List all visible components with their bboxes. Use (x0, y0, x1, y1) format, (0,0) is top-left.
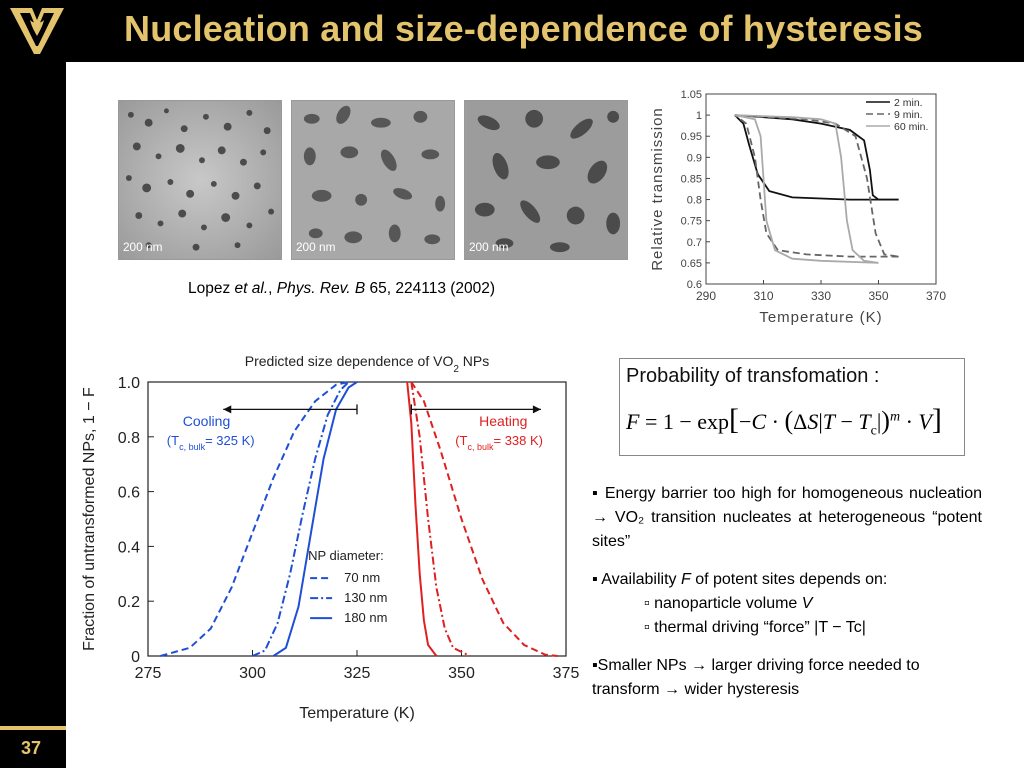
legend-label: 60 min. (894, 121, 928, 133)
series-line-1-heating (734, 114, 899, 201)
y-tick-label: 0.85 (681, 173, 702, 185)
series-line-2-heating (734, 114, 899, 258)
citation: Lopez et al., Phys. Rev. B 65, 224113 (2… (188, 280, 495, 298)
size-dependence-chart: Predicted size dependence of VO2 NPs 0 0.2… (81, 353, 580, 722)
bullet-3: ▪Smaller NPs → larger driving force need… (592, 657, 920, 698)
cooling-arrow-head (223, 405, 232, 414)
x-tick-label: 300 (239, 665, 266, 682)
y-tick-label: 0.8 (118, 430, 140, 447)
bullet-list: ▪ Energy barrier too high for homogeneou… (592, 482, 982, 702)
y-tick-label: 1.0 (118, 375, 140, 392)
citation-etal: et al. (234, 280, 269, 297)
x-tick-label: 290 (696, 289, 716, 303)
bullet-3-text: Smaller NPs → larger driving force neede… (592, 657, 920, 698)
x-tick-label: 310 (753, 289, 773, 303)
bullet-1-text: Energy barrier too high for homogeneous … (592, 485, 982, 550)
x-tick-label: 325 (344, 665, 371, 682)
y-tick-label: 0.75 (681, 216, 702, 228)
series-line-2-cooling (252, 381, 350, 657)
citation-authors: Lopez (188, 280, 235, 297)
legend-label: 2 min. (894, 97, 923, 109)
x-axis-label: Temperature (K) (299, 705, 415, 722)
y-axis-label: Fraction of untransformed NPs, 1 − F (81, 387, 98, 651)
left-sidebar (0, 62, 66, 768)
sidebar-divider (0, 726, 66, 730)
citation-separator: , (268, 280, 277, 297)
y-tick-label: 0.4 (118, 539, 140, 556)
series-line-3-cooling (272, 381, 358, 657)
y-tick-label: 1 (696, 110, 702, 122)
y-tick-label: 0.6 (687, 279, 702, 291)
x-tick-label: 375 (553, 665, 580, 682)
tem-scale-label: 200 nm (123, 240, 163, 254)
series-line-3-heating (734, 114, 879, 264)
formula-box: Probability of transfomation : F = 1 − e… (619, 358, 965, 456)
y-tick-label: 0.65 (681, 258, 702, 270)
tem-scale-label: 200 nm (296, 240, 336, 254)
x-tick-label: 350 (448, 665, 475, 682)
bullet-2b: ▫ thermal driving “force” |T − Tc| (644, 619, 866, 636)
heating-tc-label: (Tc, bulk= 338 K) (455, 433, 543, 452)
y-axis-label: Relative transmission (649, 107, 666, 271)
formula-heading: Probability of transfomation : (626, 365, 880, 387)
series-line-3-heating (406, 381, 438, 657)
cooling-label: Cooling (183, 413, 230, 429)
formula-equation: F = 1 − exp[−C · (ΔS|T − Tc|)m · V] (626, 403, 942, 439)
legend-label: 9 min. (894, 109, 923, 121)
bullet-2-variable: F (680, 571, 691, 588)
y-tick-label: 0.2 (118, 594, 140, 611)
bullet-1: ▪ Energy barrier too high for homogeneou… (592, 485, 982, 550)
slide-number: 37 (20, 738, 42, 758)
series-line-1-heating (410, 381, 558, 657)
x-axis-label: Temperature (K) (759, 309, 882, 326)
tem-image-1: 200 nm (118, 100, 282, 260)
chart-title: Predicted size dependence of VO2 NPs (245, 353, 489, 375)
legend-title: NP diameter: (308, 548, 384, 563)
series-line-1-cooling (160, 381, 349, 657)
bullet-2a-text: nanoparticle volume (654, 595, 802, 612)
heating-label: Heating (479, 413, 527, 429)
tem-scale-label: 200 nm (469, 240, 509, 254)
vanderbilt-logo (10, 8, 64, 54)
cooling-tc-label: (Tc, bulk= 325 K) (167, 433, 255, 452)
y-tick-label: 0.9 (687, 152, 702, 164)
y-tick-label: 0.8 (687, 195, 702, 207)
y-tick-label: 1.05 (681, 89, 702, 101)
y-tick-label: 0.95 (681, 131, 702, 143)
citation-journal: Phys. Rev. B (276, 280, 366, 297)
legend-label: 180 nm (344, 610, 387, 625)
y-tick-label: 0.6 (118, 485, 140, 502)
legend-label: 130 nm (344, 590, 387, 605)
bullet-2-text: Availability (601, 571, 681, 588)
bullet-2: ▪ Availability F of potent sites depends… (592, 571, 888, 588)
y-tick-label: 0 (131, 649, 140, 666)
series-line-3-cooling (734, 114, 879, 264)
y-tick-label: 0.7 (687, 237, 702, 249)
tem-image-2: 200 nm (291, 100, 455, 260)
transmission-hysteresis-chart: 0.6 0.65 0.7 0.75 0.8 0.85 0.9 0.95 1 1.05 290 310 3… (649, 89, 946, 326)
bullet-2b-text: thermal driving “force” |T − Tc| (654, 619, 866, 636)
bullet-2a: ▫ nanoparticle volume V (644, 595, 813, 612)
heating-arrow-head (532, 405, 541, 414)
title-bar: Nucleation and size-dependence of hyster… (0, 0, 1024, 62)
citation-reference: 65, 224113 (2002) (365, 280, 496, 297)
slide-title: Nucleation and size-dependence of hyster… (124, 8, 924, 49)
tem-image-3: 200 nm (464, 100, 628, 260)
series-line-2-heating (410, 381, 471, 657)
x-tick-label: 350 (868, 289, 888, 303)
x-tick-label: 370 (926, 289, 946, 303)
x-tick-label: 275 (135, 665, 162, 682)
legend-label: 70 nm (344, 570, 380, 585)
tem-image-strip: 200 nm 200 nm 200 nm (118, 100, 628, 260)
bullet-2-tail: of potent sites depends on: (690, 571, 888, 588)
x-tick-label: 330 (811, 289, 831, 303)
bullet-2a-variable: V (801, 595, 813, 612)
